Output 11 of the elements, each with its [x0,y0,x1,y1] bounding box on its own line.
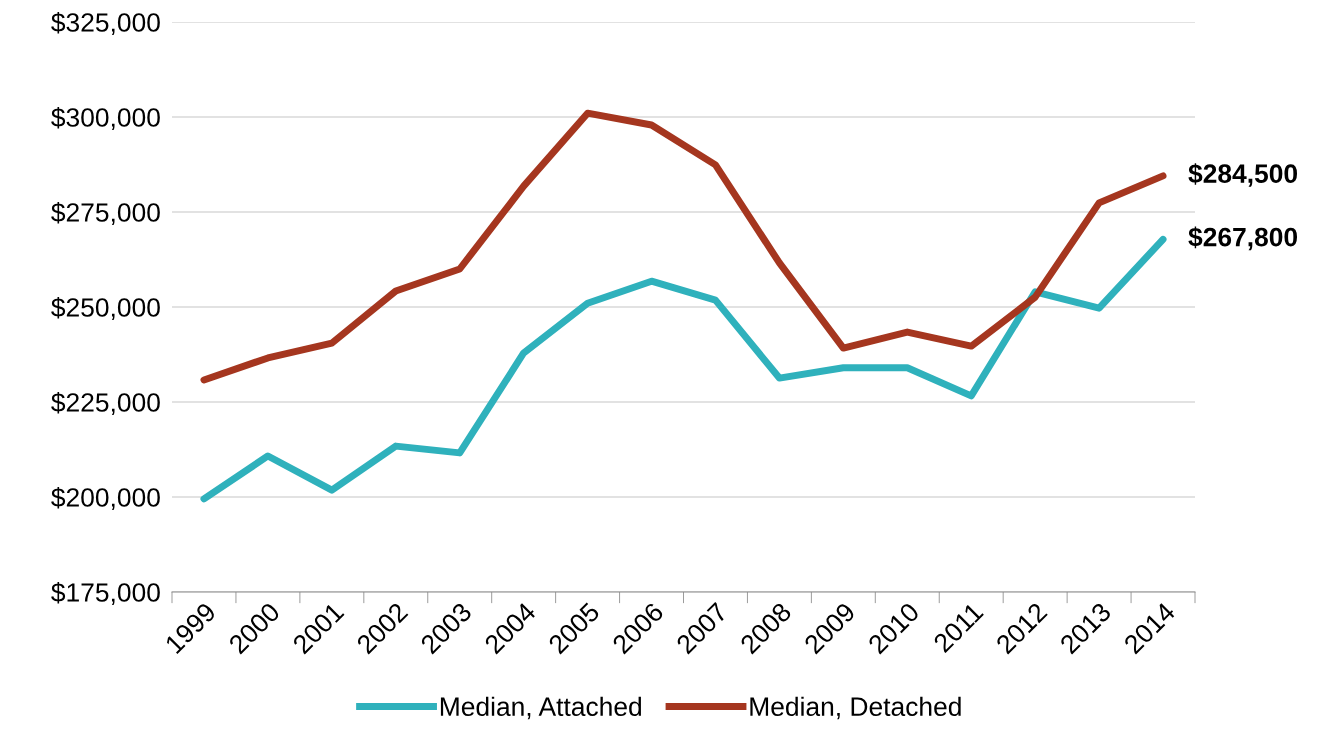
y-tick-label: $200,000 [51,487,160,510]
y-tick-label: $275,000 [51,202,160,225]
legend-label: Median, Detached [750,696,961,720]
y-tick-label: $300,000 [51,107,160,130]
annotation: $284,500 [1188,163,1298,187]
annotation: $267,800 [1188,226,1298,251]
y-tick-label: $325,000 [51,12,160,35]
y-tick-label: $250,000 [51,297,160,320]
y-tick-label: $175,000 [51,582,160,605]
y-tick-label: $225,000 [51,392,160,415]
legend-label: Median, Attached [440,696,641,720]
